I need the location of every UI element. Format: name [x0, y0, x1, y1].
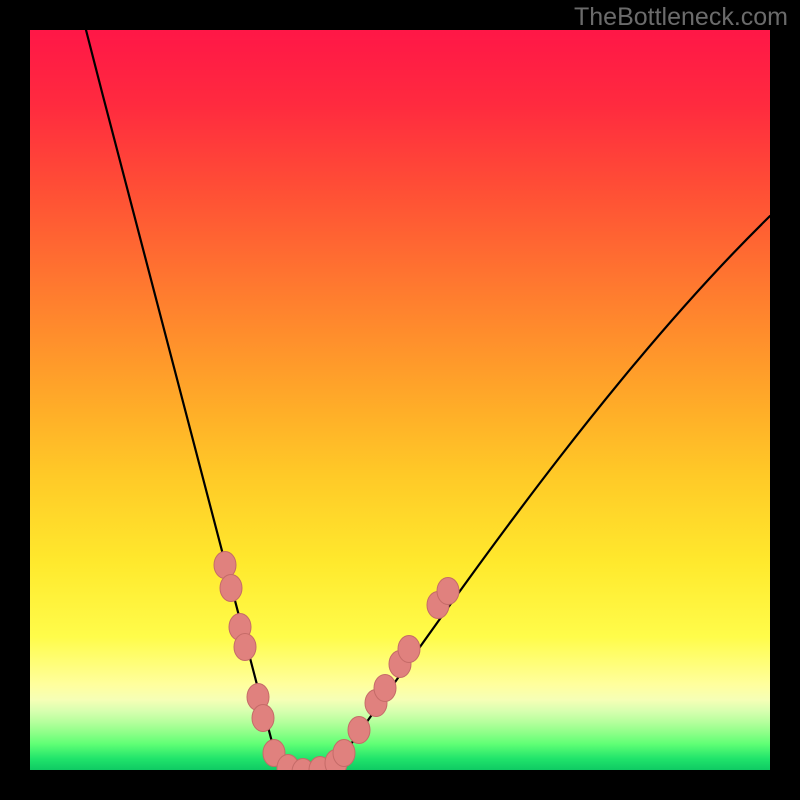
- plot-svg: [30, 30, 770, 770]
- plot-area: [30, 30, 770, 770]
- data-marker: [348, 717, 370, 744]
- data-marker: [220, 575, 242, 602]
- data-marker: [252, 705, 274, 732]
- chart-frame: TheBottleneck.com: [0, 0, 800, 800]
- data-marker: [437, 578, 459, 605]
- data-marker: [234, 634, 256, 661]
- data-marker: [398, 636, 420, 663]
- data-marker: [333, 740, 355, 767]
- data-marker: [374, 675, 396, 702]
- watermark-text: TheBottleneck.com: [574, 3, 788, 32]
